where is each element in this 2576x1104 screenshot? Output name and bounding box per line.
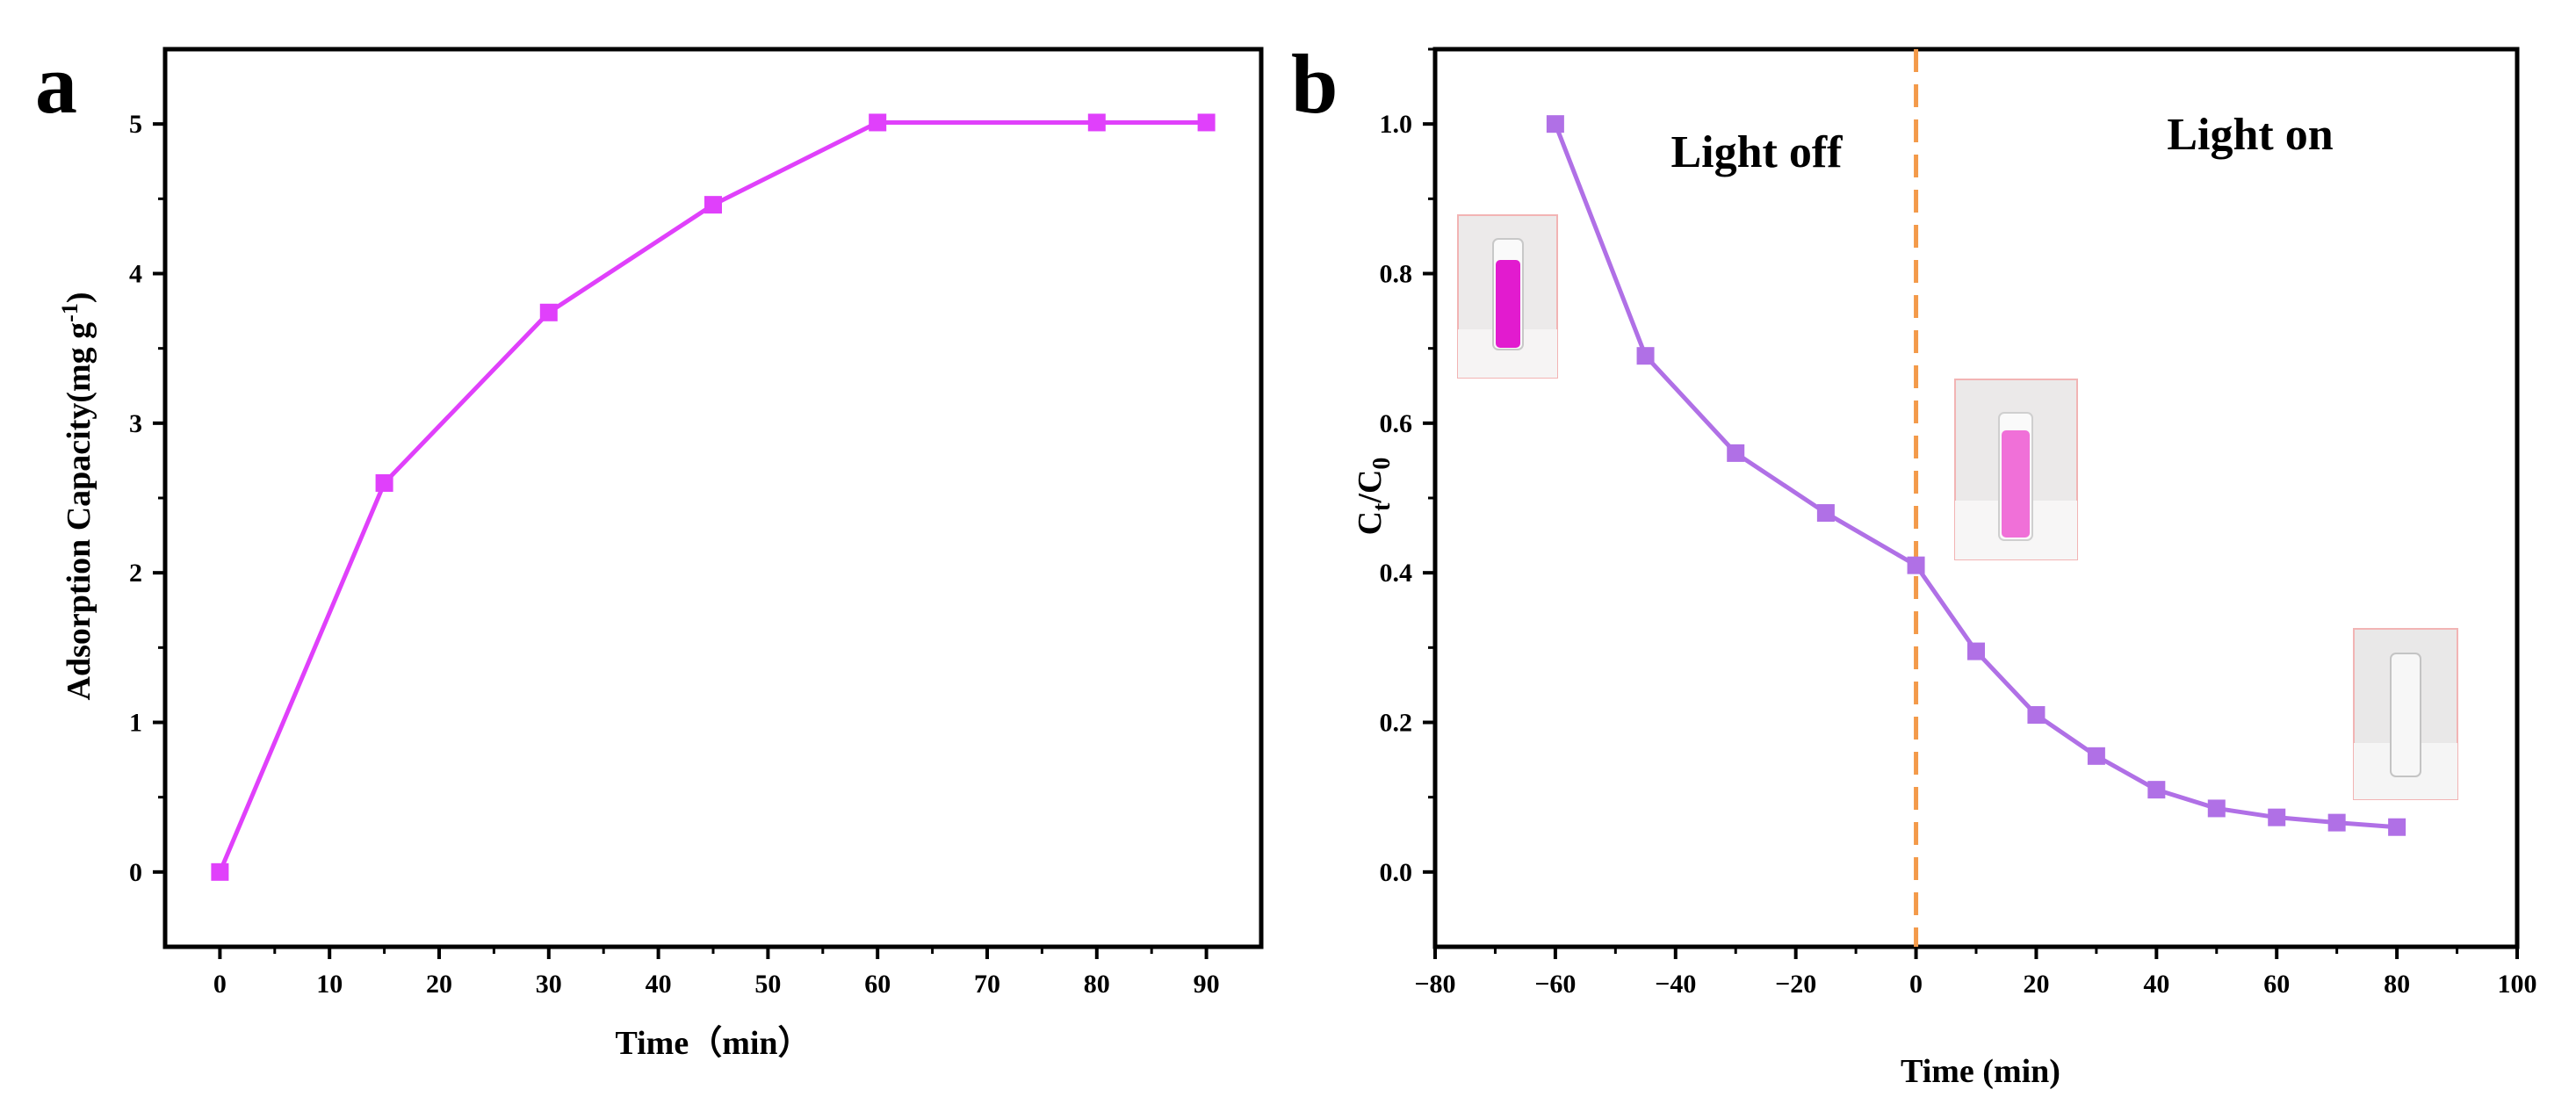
y-tick-label: 5 bbox=[129, 110, 142, 139]
data-point bbox=[1087, 113, 1106, 132]
y-tick-label: 0.6 bbox=[1380, 409, 1413, 438]
x-tick-label: 80 bbox=[2384, 970, 2410, 999]
y-tick-label: 0 bbox=[129, 858, 142, 887]
panel-b-y-axis-title-sub2: 0 bbox=[1368, 458, 1396, 470]
panel-a-x-axis-title: Time（min） bbox=[615, 1025, 811, 1062]
panel-a-y-axis-title-close: ) bbox=[61, 292, 97, 303]
data-point bbox=[211, 862, 229, 881]
x-tick-label: 60 bbox=[2263, 970, 2290, 999]
x-tick-label: −80 bbox=[1414, 970, 1455, 999]
x-tick-label: 0 bbox=[1909, 970, 1923, 999]
panel-b-series bbox=[1546, 115, 2406, 836]
data-point bbox=[1197, 113, 1216, 132]
x-tick-label: −20 bbox=[1775, 970, 1816, 999]
data-point bbox=[1727, 444, 1745, 462]
data-point bbox=[2027, 705, 2046, 724]
x-tick-label: 10 bbox=[316, 970, 343, 999]
data-point bbox=[2207, 799, 2226, 818]
x-tick-label: 70 bbox=[974, 970, 1000, 999]
vial-photo-initial bbox=[1457, 214, 1558, 379]
panel-a-letter: a bbox=[35, 37, 77, 131]
data-point bbox=[2268, 808, 2286, 826]
y-tick-label: 3 bbox=[129, 409, 142, 438]
x-tick-label: 20 bbox=[426, 970, 452, 999]
x-tick-label: 90 bbox=[1194, 970, 1220, 999]
data-point bbox=[2327, 813, 2346, 832]
data-point bbox=[869, 113, 887, 132]
series-line bbox=[218, 119, 1207, 873]
x-tick-label: 80 bbox=[1084, 970, 1110, 999]
y-tick-label: 0.8 bbox=[1380, 260, 1413, 289]
y-tick-label: 4 bbox=[129, 260, 142, 289]
panel-b-y-ticks: 0.0 0.2 0.4 0.6 0.8 1.0 bbox=[1380, 47, 1435, 887]
x-tick-label: 0 bbox=[213, 970, 227, 999]
y-tick-label: 2 bbox=[129, 559, 142, 588]
data-point bbox=[539, 303, 558, 321]
panel-b-y-axis-title: Ct/C0 bbox=[1352, 458, 1396, 536]
panel-b-x-axis-title: Time (min) bbox=[1901, 1053, 2060, 1090]
panel-b-letter: b bbox=[1291, 37, 1338, 131]
x-tick-label: 60 bbox=[864, 970, 891, 999]
data-point bbox=[2147, 781, 2166, 799]
panel-b-y-axis-title-mid: /C bbox=[1352, 470, 1389, 504]
vial-photo-light-end bbox=[2353, 628, 2458, 800]
panel-a-x-ticks: 0 10 20 30 40 50 60 70 80 90 bbox=[213, 947, 1220, 999]
x-tick-label: 30 bbox=[536, 970, 562, 999]
x-tick-label: 40 bbox=[2143, 970, 2169, 999]
panel-a-y-axis-title-sup: -1 bbox=[57, 303, 83, 322]
data-point bbox=[704, 196, 722, 214]
x-tick-label: 40 bbox=[646, 970, 672, 999]
x-tick-label: 100 bbox=[2498, 970, 2537, 999]
panel-b-x-ticks: −80 −60 −40 −20 0 20 40 60 80 100 bbox=[1414, 947, 2537, 999]
panel-b: b −80 −60 −40 −20 0 20 40 60 80 100 0.00.20.40.60… bbox=[1291, 37, 2537, 1090]
x-tick-label: −40 bbox=[1655, 970, 1696, 999]
y-tick-label: 0.0 bbox=[1380, 858, 1413, 887]
data-point bbox=[1636, 347, 1655, 365]
data-point bbox=[2388, 818, 2406, 836]
panel-a-y-ticks: 0 1 2 3 4 5 bbox=[129, 110, 165, 887]
data-point bbox=[2087, 747, 2105, 765]
y-tick-label: 0.4 bbox=[1380, 559, 1413, 588]
panel-b-y-axis-title-sub1: t bbox=[1368, 502, 1396, 511]
data-point bbox=[1546, 115, 1564, 133]
panel-a: a 0 10 20 30 40 50 60 70 80 90 0 1 2 3 4 5 Time（min） A… bbox=[35, 37, 1264, 1062]
panel-a-y-axis-title: Adsorption Capacity(mg g-1) bbox=[57, 292, 97, 700]
annotation-light-on: Light on bbox=[2167, 110, 2333, 160]
y-tick-label: 1.0 bbox=[1380, 110, 1413, 139]
panel-b-y-axis-title-c: C bbox=[1352, 511, 1389, 535]
annotation-light-off: Light off bbox=[1671, 127, 1844, 177]
vial-photo-dark-end bbox=[1954, 379, 2078, 560]
y-tick-label: 1 bbox=[129, 709, 142, 738]
y-tick-label: 0.2 bbox=[1380, 709, 1413, 738]
x-tick-label: 20 bbox=[2023, 970, 2049, 999]
data-point bbox=[1967, 642, 1985, 660]
x-tick-label: −60 bbox=[1534, 970, 1576, 999]
data-point bbox=[1816, 504, 1835, 523]
panel-a-frame bbox=[162, 47, 1264, 949]
panel-a-series bbox=[211, 113, 1216, 881]
x-tick-label: 50 bbox=[754, 970, 781, 999]
data-point bbox=[1907, 556, 1925, 574]
panel-a-y-axis-title-main: Adsorption Capacity(mg g bbox=[61, 322, 97, 701]
data-point bbox=[375, 473, 393, 492]
